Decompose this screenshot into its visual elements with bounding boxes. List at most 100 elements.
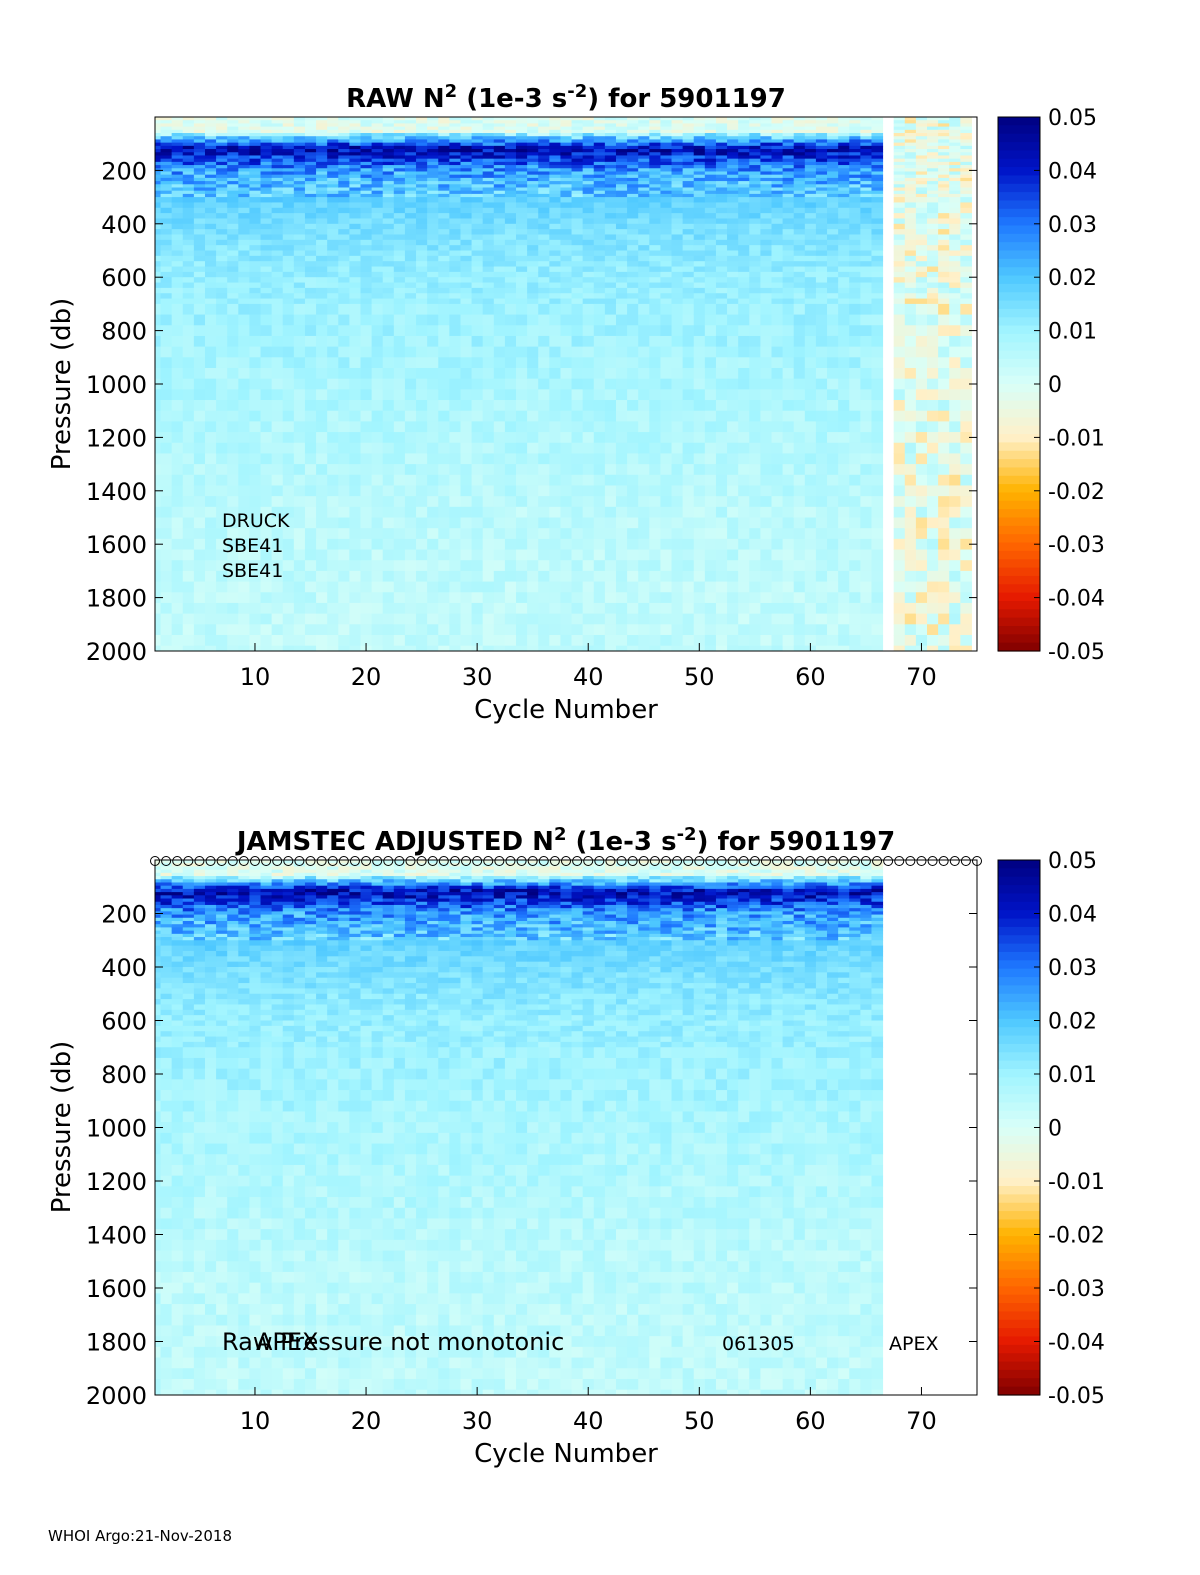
heatmap-cell [604,174,617,179]
heatmap-cell [771,174,784,179]
heatmap-cell [827,117,839,121]
heatmap-cell [671,303,684,316]
heatmap-cell [327,432,339,444]
heatmap-cell [860,120,872,124]
heatmap-cell [782,549,795,561]
heatmap-cell [804,581,817,593]
heatmap-cell [271,261,284,268]
heatmap-cell [615,158,628,163]
heatmap-cell [771,177,784,182]
heatmap-cell [749,496,761,508]
heatmap-cell [304,367,317,380]
heatmap-cell [660,421,673,433]
heatmap-cell [160,193,173,198]
heatmap-cell [527,549,539,561]
heatmap-cell [760,193,772,198]
heatmap-cell [427,255,439,262]
heatmap-cell [615,202,628,209]
heatmap-cell [527,314,539,326]
heatmap-cell [438,229,450,235]
heatmap-cell [749,613,761,625]
heatmap-cell [227,517,239,529]
heatmap-cell [293,474,306,486]
heatmap-cell [427,120,439,124]
heatmap-cell [382,152,395,156]
heatmap-cell [449,184,461,188]
heatmap-cell [749,325,761,337]
heatmap-cell [771,496,784,508]
heatmap-cell [682,496,695,508]
heatmap-cell [171,581,184,593]
heatmap-cell [304,142,317,147]
heatmap-cell [460,266,473,273]
heatmap-cell [249,474,262,486]
heatmap-cell [327,613,339,625]
heatmap-cell [715,117,728,121]
heatmap-cell [238,613,250,625]
heatmap-cell [704,624,717,636]
heatmap-cell [604,560,617,572]
heatmap-cell [615,314,628,326]
heatmap-cell [238,442,250,454]
heatmap-cell [227,389,239,401]
heatmap-cell [360,218,373,225]
heatmap-cell [260,282,273,289]
heatmap-cell [715,171,728,176]
heatmap-cell [293,133,306,137]
heatmap-cell [693,335,706,348]
heatmap-cell [282,174,295,179]
heatmap-cell [160,117,173,121]
heatmap-cell [155,282,162,289]
heatmap-cell [427,197,439,203]
heatmap-cell [216,139,228,144]
heatmap-cell [416,117,428,121]
heatmap-cell [438,624,450,636]
heatmap-cell [482,152,495,156]
heatmap-cell [771,570,784,583]
heatmap-cell [155,193,162,198]
heatmap-cell [771,410,784,422]
heatmap-cell [360,223,373,230]
heatmap-cell [771,168,784,172]
heatmap-cell [249,190,262,195]
heatmap-cell [316,184,328,188]
heatmap-cell [393,202,406,209]
heatmap-cell [160,474,173,486]
heatmap-cell [682,223,695,230]
heatmap-cell [838,485,850,497]
heatmap-cell [204,139,217,144]
heatmap-cell [349,421,361,433]
heatmap-cell [682,187,695,192]
heatmap-cell [782,442,795,454]
heatmap-cell [193,161,206,166]
heatmap-cell [471,464,484,476]
heatmap-cell [849,560,861,572]
heatmap-cell [838,400,850,412]
heatmap-cell [571,165,584,169]
heatmap-cell [449,168,461,172]
heatmap-cell [193,177,206,182]
heatmap-cell [349,325,361,337]
heatmap-cell [693,250,706,257]
heatmap-cell [160,624,173,636]
heatmap-cell [604,145,617,150]
heatmap-cell [827,190,839,195]
heatmap-cell [260,335,273,348]
heatmap-cell [293,129,306,134]
heatmap-cell [804,187,817,192]
heatmap-cell [471,303,484,316]
heatmap-cell [815,158,828,163]
heatmap-cell [660,213,673,219]
heatmap-cell [771,145,784,150]
heatmap-cell [827,453,839,465]
heatmap-cell [615,293,628,300]
heatmap-cell [293,453,306,465]
heatmap-cell [527,158,539,163]
heatmap-cell [160,613,173,625]
heatmap-cell [338,303,350,316]
heatmap-cell [204,255,217,262]
heatmap-cell [438,168,450,172]
heatmap-cell [393,181,406,185]
heatmap-cell [593,474,606,486]
heatmap-cell [171,549,184,561]
